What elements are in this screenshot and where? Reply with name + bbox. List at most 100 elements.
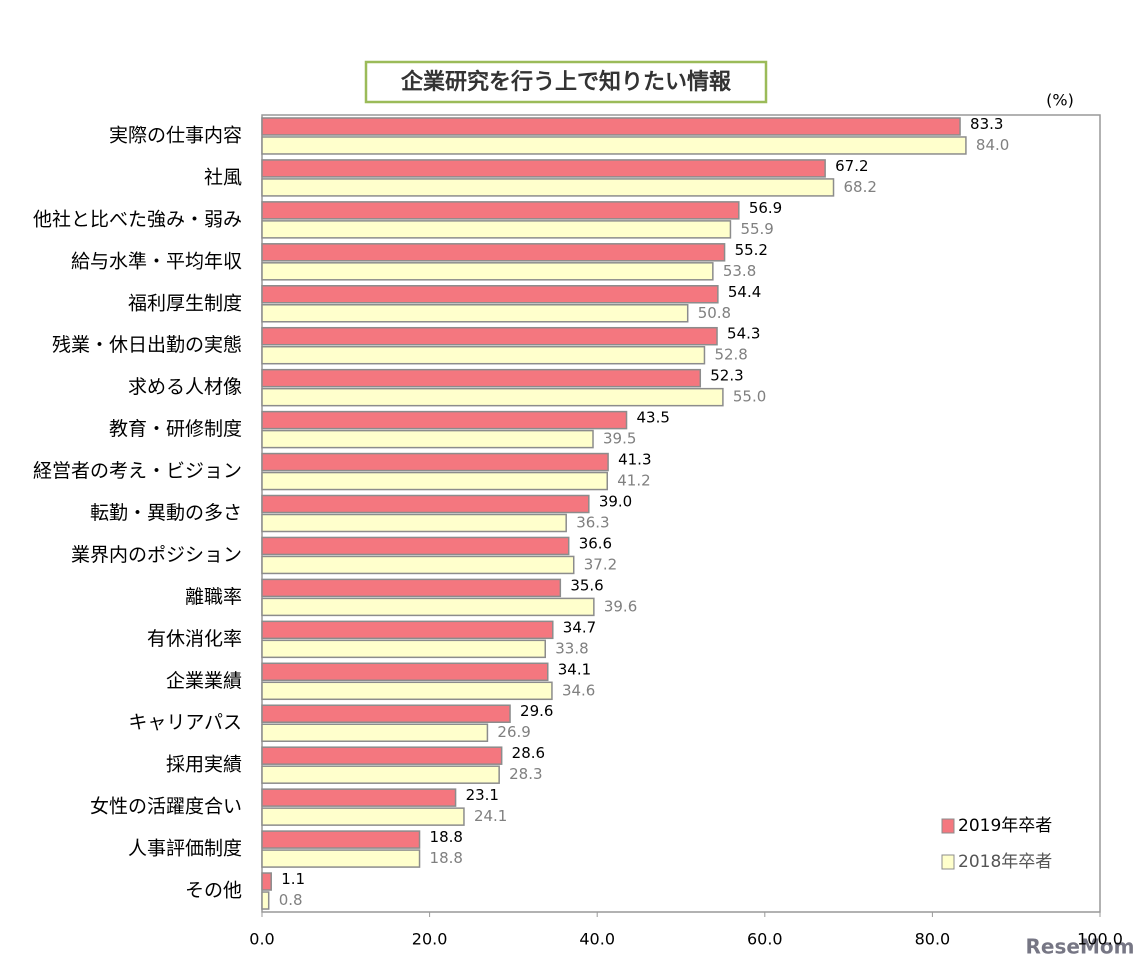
y-tick-label: 求める人材像	[128, 376, 242, 398]
value-label: 23.1	[466, 786, 499, 804]
y-tick-label: 給与水準・平均年収	[71, 250, 242, 272]
bar	[261, 243, 726, 262]
bar	[261, 723, 489, 742]
value-label: 52.3	[710, 367, 743, 385]
bar	[261, 304, 689, 323]
value-label: 24.1	[474, 807, 507, 825]
y-tick-label: 福利厚生制度	[128, 292, 242, 314]
value-label: 54.3	[727, 325, 760, 343]
y-tick-label: 社風	[204, 166, 242, 188]
value-label: 0.8	[279, 891, 303, 909]
bar	[261, 620, 554, 640]
bar	[261, 136, 967, 155]
x-tick-label: 80.0	[915, 930, 951, 949]
y-tick-label: 他社と比べた強み・弱み	[33, 208, 242, 230]
bar	[261, 662, 549, 682]
value-label: 83.3	[970, 115, 1003, 133]
bar	[261, 746, 503, 765]
x-tick-label: 0.0	[249, 930, 274, 949]
x-tick-label: 40.0	[579, 930, 615, 949]
bar	[261, 578, 562, 598]
value-label: 35.6	[570, 576, 603, 594]
bar	[261, 849, 421, 868]
value-label: 68.2	[844, 178, 877, 196]
title-box	[364, 60, 768, 104]
value-label: 29.6	[520, 702, 553, 720]
value-label: 28.6	[512, 744, 545, 762]
bar	[261, 872, 272, 891]
bar	[261, 597, 595, 617]
value-label: 52.8	[714, 346, 747, 364]
bar	[261, 326, 718, 346]
value-label: 53.8	[723, 262, 756, 280]
y-tick-label: 経営者の考え・ビジョン	[33, 460, 242, 482]
chart-title: 企業研究を行う上で知りたい情報	[400, 69, 732, 95]
value-label: 56.9	[749, 199, 782, 217]
value-label: 55.0	[733, 388, 766, 406]
y-tick-label: 実際の仕事内容	[109, 124, 242, 146]
plot-frame	[261, 114, 1101, 913]
y-tick-label: 女性の活躍度合い	[90, 796, 242, 818]
bar	[261, 387, 724, 407]
bar	[261, 494, 590, 514]
value-label: 37.2	[584, 555, 617, 573]
y-tick-label: 有休消化率	[147, 628, 242, 650]
bar	[261, 830, 421, 849]
bar	[261, 639, 546, 659]
bar	[261, 788, 457, 807]
y-tick-label: 企業業績	[166, 670, 242, 692]
value-label: 36.6	[579, 534, 612, 552]
unit-label: (%)	[1046, 91, 1074, 110]
bar	[261, 471, 609, 491]
value-label: 41.2	[617, 472, 650, 490]
x-tick-label: 100.0	[1077, 930, 1123, 949]
value-label: 34.6	[562, 681, 595, 699]
value-label: 36.3	[576, 514, 609, 532]
value-label: 67.2	[835, 157, 868, 175]
bar	[261, 555, 575, 575]
bar	[261, 452, 609, 472]
legend-label: 2018年卒者	[958, 852, 1052, 872]
value-label: 39.6	[604, 597, 637, 615]
value-label: 54.4	[728, 283, 761, 301]
bar	[261, 681, 553, 701]
bar	[261, 345, 706, 365]
y-tick-label: 採用実績	[166, 754, 242, 776]
value-label: 18.8	[430, 828, 463, 846]
watermark: ReseMom	[1026, 935, 1135, 959]
y-tick-label: 業界内のポジション	[71, 544, 242, 566]
bar	[261, 285, 719, 304]
bar	[261, 891, 270, 910]
bar	[261, 410, 628, 430]
value-label: 39.0	[599, 493, 632, 511]
bar	[261, 429, 594, 449]
y-tick-label: キャリアパス	[128, 712, 242, 734]
value-label: 33.8	[555, 639, 588, 657]
y-tick-label: 人事評価制度	[128, 838, 242, 860]
value-label: 18.8	[430, 849, 463, 867]
bar	[261, 262, 714, 281]
bar	[261, 368, 702, 388]
y-tick-label: その他	[185, 880, 242, 902]
legend-label: 2019年卒者	[958, 816, 1052, 836]
bar	[261, 807, 465, 826]
bar	[261, 220, 732, 239]
value-label: 43.5	[637, 409, 670, 427]
x-tick-label: 20.0	[412, 930, 448, 949]
bar	[261, 117, 961, 136]
value-label: 34.7	[563, 618, 596, 636]
value-label: 55.2	[735, 241, 768, 259]
bar	[261, 201, 740, 220]
value-label: 50.8	[698, 304, 731, 322]
y-tick-label: 離職率	[185, 586, 242, 608]
value-label: 39.5	[603, 430, 636, 448]
bar	[261, 178, 835, 197]
value-label: 41.3	[618, 451, 651, 469]
value-label: 1.1	[281, 870, 305, 888]
value-label: 55.9	[740, 220, 773, 238]
x-tick-label: 60.0	[747, 930, 783, 949]
bar	[261, 513, 567, 533]
bar	[261, 536, 570, 556]
bar	[261, 704, 511, 723]
